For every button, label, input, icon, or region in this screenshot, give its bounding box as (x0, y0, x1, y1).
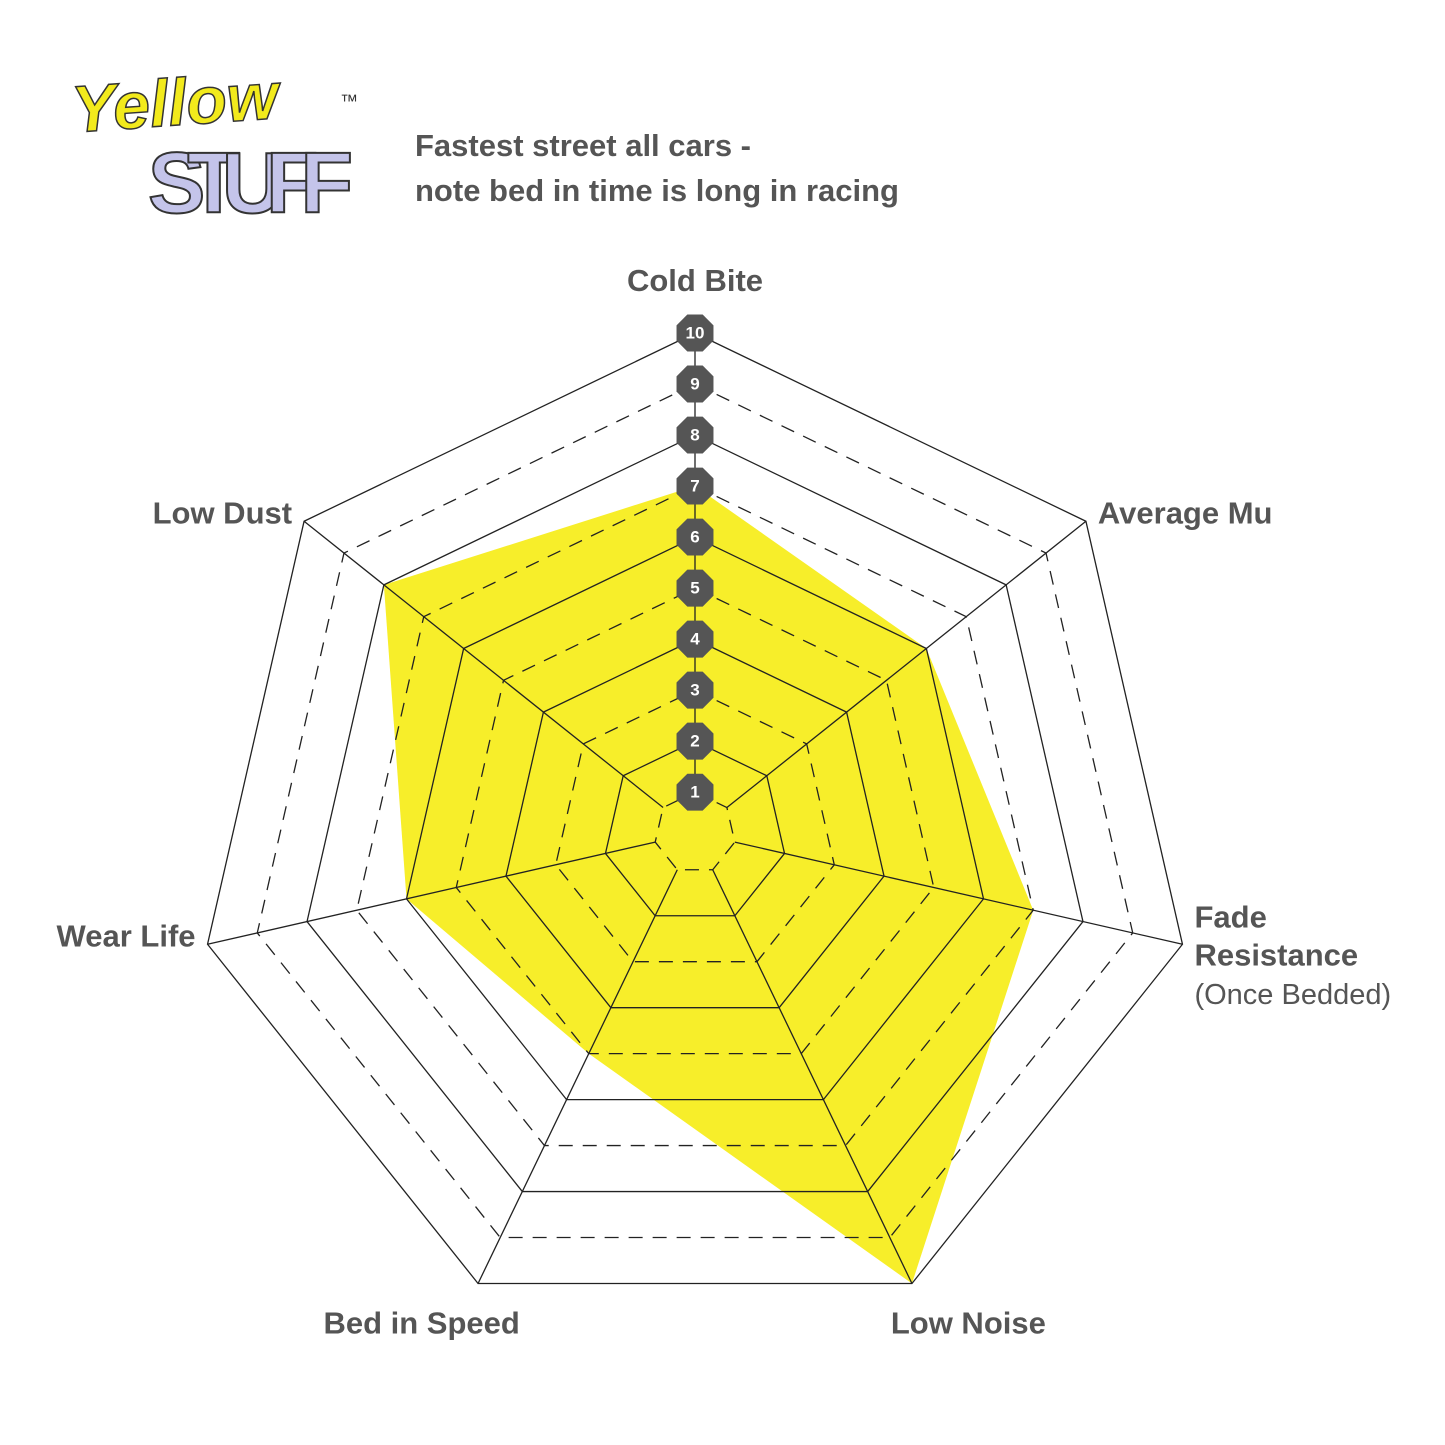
grid-ring (455, 587, 935, 1055)
title-line: note bed in time is long in racing (415, 173, 899, 208)
tick-label: 8 (690, 426, 699, 445)
axis-spoke (712, 869, 913, 1284)
tick-label: 2 (690, 732, 699, 751)
tick-badge (676, 722, 714, 760)
category-label: Low Dust (153, 495, 293, 530)
grid-ring (405, 536, 985, 1101)
tick-label: 7 (690, 477, 699, 496)
tick-label: 9 (690, 375, 699, 394)
category-label: Wear Life (57, 918, 196, 953)
category-label: Bed in Speed (323, 1306, 519, 1341)
tick-badge (676, 314, 714, 352)
tick-label: 6 (690, 528, 699, 547)
radar-area (383, 486, 1034, 1284)
axis-spoke (207, 841, 656, 945)
axis-spoke (303, 520, 664, 809)
category-label: Low Noise (891, 1306, 1046, 1341)
axis-spoke (477, 869, 678, 1284)
tick-label: 1 (690, 783, 699, 802)
tick-badge (676, 518, 714, 556)
category-label: Average Mu (1098, 495, 1273, 530)
grid-ring (505, 638, 885, 1009)
category-label: Cold Bite (627, 263, 763, 298)
title-line: Fastest street all cars - (415, 128, 751, 163)
grid-ring (654, 791, 736, 871)
grid-ring (604, 740, 786, 917)
tick-badge (676, 416, 714, 454)
tick-badge (676, 365, 714, 403)
grid-ring (306, 434, 1084, 1193)
tick-label: 10 (686, 323, 705, 342)
grid-ring (356, 485, 1034, 1147)
tick-badge (676, 569, 714, 607)
tick-badge (676, 467, 714, 505)
tick-badge (676, 773, 714, 811)
tick-badge (676, 620, 714, 658)
logo-line2: STUFF (148, 136, 353, 232)
grid-ring (555, 689, 835, 963)
tick-label: 5 (690, 579, 699, 598)
category-label: Fade Resistance (1194, 899, 1358, 972)
grid-ring (206, 332, 1184, 1285)
logo: Yellow STUFF ™ (68, 57, 358, 233)
logo-line1: Yellow (69, 58, 284, 146)
category-note: (Once Bedded) (1194, 979, 1391, 1011)
tick-label: 3 (690, 681, 699, 700)
tick-badge (676, 671, 714, 709)
logo-tm: ™ (340, 91, 358, 111)
axis-spoke (734, 841, 1183, 945)
axis-spoke (726, 520, 1087, 809)
tick-label: 4 (690, 630, 700, 649)
